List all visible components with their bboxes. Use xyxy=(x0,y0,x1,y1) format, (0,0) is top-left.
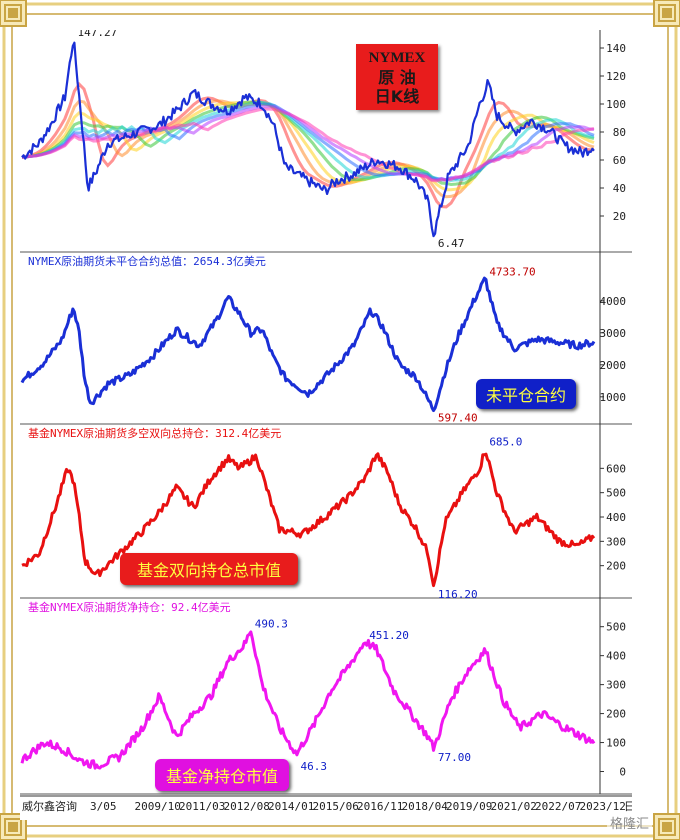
charts-svg: 20 40 60 80 100 120 140 147.27 6.47 NYMEX原油期货未平仓合… xyxy=(20,26,646,813)
x-tick-label: 3/05 xyxy=(90,800,117,813)
nymex-label-line-2: 原 油 xyxy=(378,67,416,87)
watermark: 格隆汇 xyxy=(606,813,652,832)
extreme-annotation: 490.3 xyxy=(255,617,288,630)
extreme-annotation: 597.40 xyxy=(438,412,478,425)
x-tick-label: 2014/01 xyxy=(268,800,314,813)
extreme-annotation: 451.20 xyxy=(369,629,409,642)
x-axis: 威尔鑫咨询 3/05 2009/102011/032012/082014/01201… xyxy=(20,795,646,813)
y-tick-label: 400 xyxy=(606,650,626,663)
extreme-annotation: 4733.70 xyxy=(489,265,535,278)
series-line xyxy=(21,41,595,238)
y-tick-label: 500 xyxy=(606,487,626,500)
y-tick-label: 80 xyxy=(613,126,626,139)
y-tick-label: 300 xyxy=(606,535,626,548)
moving-average-band xyxy=(21,102,595,182)
y-tick-label: 4000 xyxy=(600,295,627,308)
panel-oi: NYMEX原油期货未平仓合约总值：2654.3亿美元 1000 2000 3000 40… xyxy=(20,252,632,425)
extreme-annotation: 77.00 xyxy=(438,751,471,764)
x-tick-label: 2022/07 xyxy=(535,800,581,813)
x-tick-label: 2018/04 xyxy=(402,800,449,813)
x-tick-label: 2016/11 xyxy=(357,800,403,813)
y-tick-label: 140 xyxy=(606,42,626,55)
panel-title: 基金NYMEX原油期货多空双向总持仓：312.4亿美元 xyxy=(28,426,281,440)
x-tick-label: 日线 xyxy=(624,799,632,813)
x-tick-label: 2009/10 xyxy=(135,800,181,813)
y-tick-label: 40 xyxy=(613,182,626,195)
extreme-annotation: 147.27 xyxy=(77,30,117,39)
x-tick-label: 2023/12 xyxy=(580,800,626,813)
x-tick-label: 威尔鑫咨询 xyxy=(22,799,77,813)
x-tick-label: 2015/06 xyxy=(313,800,359,813)
y-tick-label: 200 xyxy=(606,708,626,721)
y-tick-label: 100 xyxy=(606,737,626,750)
x-tick-label: 2011/03 xyxy=(179,800,225,813)
panel-title: NYMEX原油期货未平仓合约总值：2654.3亿美元 xyxy=(28,254,266,268)
extreme-annotation: 685.0 xyxy=(489,436,522,449)
extreme-annotation: 46.3 xyxy=(301,760,328,773)
panel-price: 20 40 60 80 100 120 140 147.27 6.47 xyxy=(20,26,632,253)
y-tick-label: 0 xyxy=(619,766,626,779)
y-tick-label: 200 xyxy=(606,560,626,573)
y-tick-label: 2000 xyxy=(600,359,627,372)
panel-fund-gross: 基金NYMEX原油期货多空双向总持仓：312.4亿美元 200 300 400 500 6… xyxy=(20,424,632,601)
series-line xyxy=(21,452,596,588)
corner-ornament-tr xyxy=(653,0,680,27)
fund-net-badge: 基金净持仓市值 xyxy=(155,759,289,791)
corner-ornament-tl xyxy=(0,0,27,27)
panel-fund-net: 基金NYMEX原油期货净持仓：92.4亿美元 0 100 200 300 400 500 49… xyxy=(20,598,632,795)
nymex-label-badge: NYMEX 原 油 日K线 xyxy=(356,44,438,110)
nymex-label-line-3: 日K线 xyxy=(374,86,420,106)
fund-gross-badge: 基金双向持仓总市值 xyxy=(120,553,298,585)
y-tick-label: 500 xyxy=(606,621,626,634)
extreme-annotation: 116.20 xyxy=(438,588,478,601)
y-tick-label: 1000 xyxy=(600,391,627,404)
y-tick-label: 120 xyxy=(606,70,626,83)
open-interest-badge: 未平仓合约 xyxy=(476,379,576,409)
x-tick-label: 2021/02 xyxy=(491,800,537,813)
moving-average-band xyxy=(21,100,595,183)
x-tick-label: 2012/08 xyxy=(224,800,270,813)
panel-title: 基金NYMEX原油期货净持仓：92.4亿美元 xyxy=(28,600,231,614)
y-tick-label: 60 xyxy=(613,154,626,167)
corner-ornament-br xyxy=(653,813,680,840)
y-tick-label: 100 xyxy=(606,98,626,111)
series-line xyxy=(20,276,596,413)
moving-average-band xyxy=(21,100,595,187)
y-tick-label: 20 xyxy=(613,210,626,223)
y-tick-label: 300 xyxy=(606,679,626,692)
y-tick-label: 400 xyxy=(606,511,626,524)
series-line xyxy=(20,630,596,770)
y-tick-label: 600 xyxy=(606,462,626,475)
chart-area: 20 40 60 80 100 120 140 147.27 6.47 NYMEX原油期货未平仓合… xyxy=(20,26,646,820)
x-tick-label: 2019/09 xyxy=(446,800,492,813)
y-tick-label: 3000 xyxy=(600,327,627,340)
extreme-annotation: 6.47 xyxy=(438,237,465,250)
nymex-label-line-1: NYMEX xyxy=(368,49,426,66)
